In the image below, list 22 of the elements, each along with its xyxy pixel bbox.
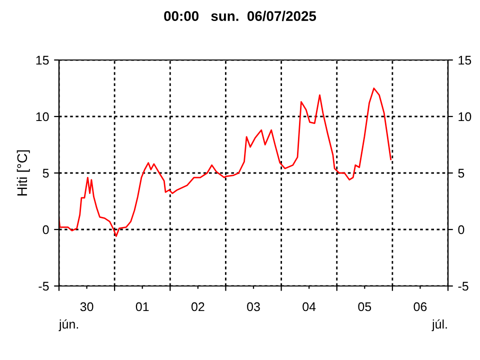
x-tick-label: 03 (247, 302, 260, 312)
y-tick-label: 0 (42, 225, 49, 234)
x-tick-label: 02 (191, 302, 204, 312)
x-tick-label: 06 (414, 302, 427, 312)
x-tick-label: 30 (80, 302, 94, 312)
y2-tick-label: -5 (458, 282, 468, 291)
x-tick-label: 04 (302, 302, 316, 312)
text: jún. (58, 319, 78, 332)
y2-tick-label: 0 (458, 225, 464, 234)
y-axis-title: Hiti [°C] (16, 150, 30, 196)
x-tick-label: 01 (136, 302, 149, 312)
y-tick-label: 10 (36, 112, 49, 122)
y2-tick-label: 15 (458, 56, 472, 65)
text: júl. (432, 319, 447, 332)
y-tick-label: -5 (38, 282, 49, 291)
y-tick-label: 15 (36, 56, 49, 65)
chart-title: 00:00 sun. 06/07/2025 (164, 10, 316, 22)
y2-tick-label: 10 (458, 112, 472, 122)
line-series (59, 88, 392, 237)
y2-tick-label: 5 (458, 168, 464, 178)
y-tick-label: 5 (42, 168, 49, 178)
x-tick-label: 05 (358, 302, 372, 312)
